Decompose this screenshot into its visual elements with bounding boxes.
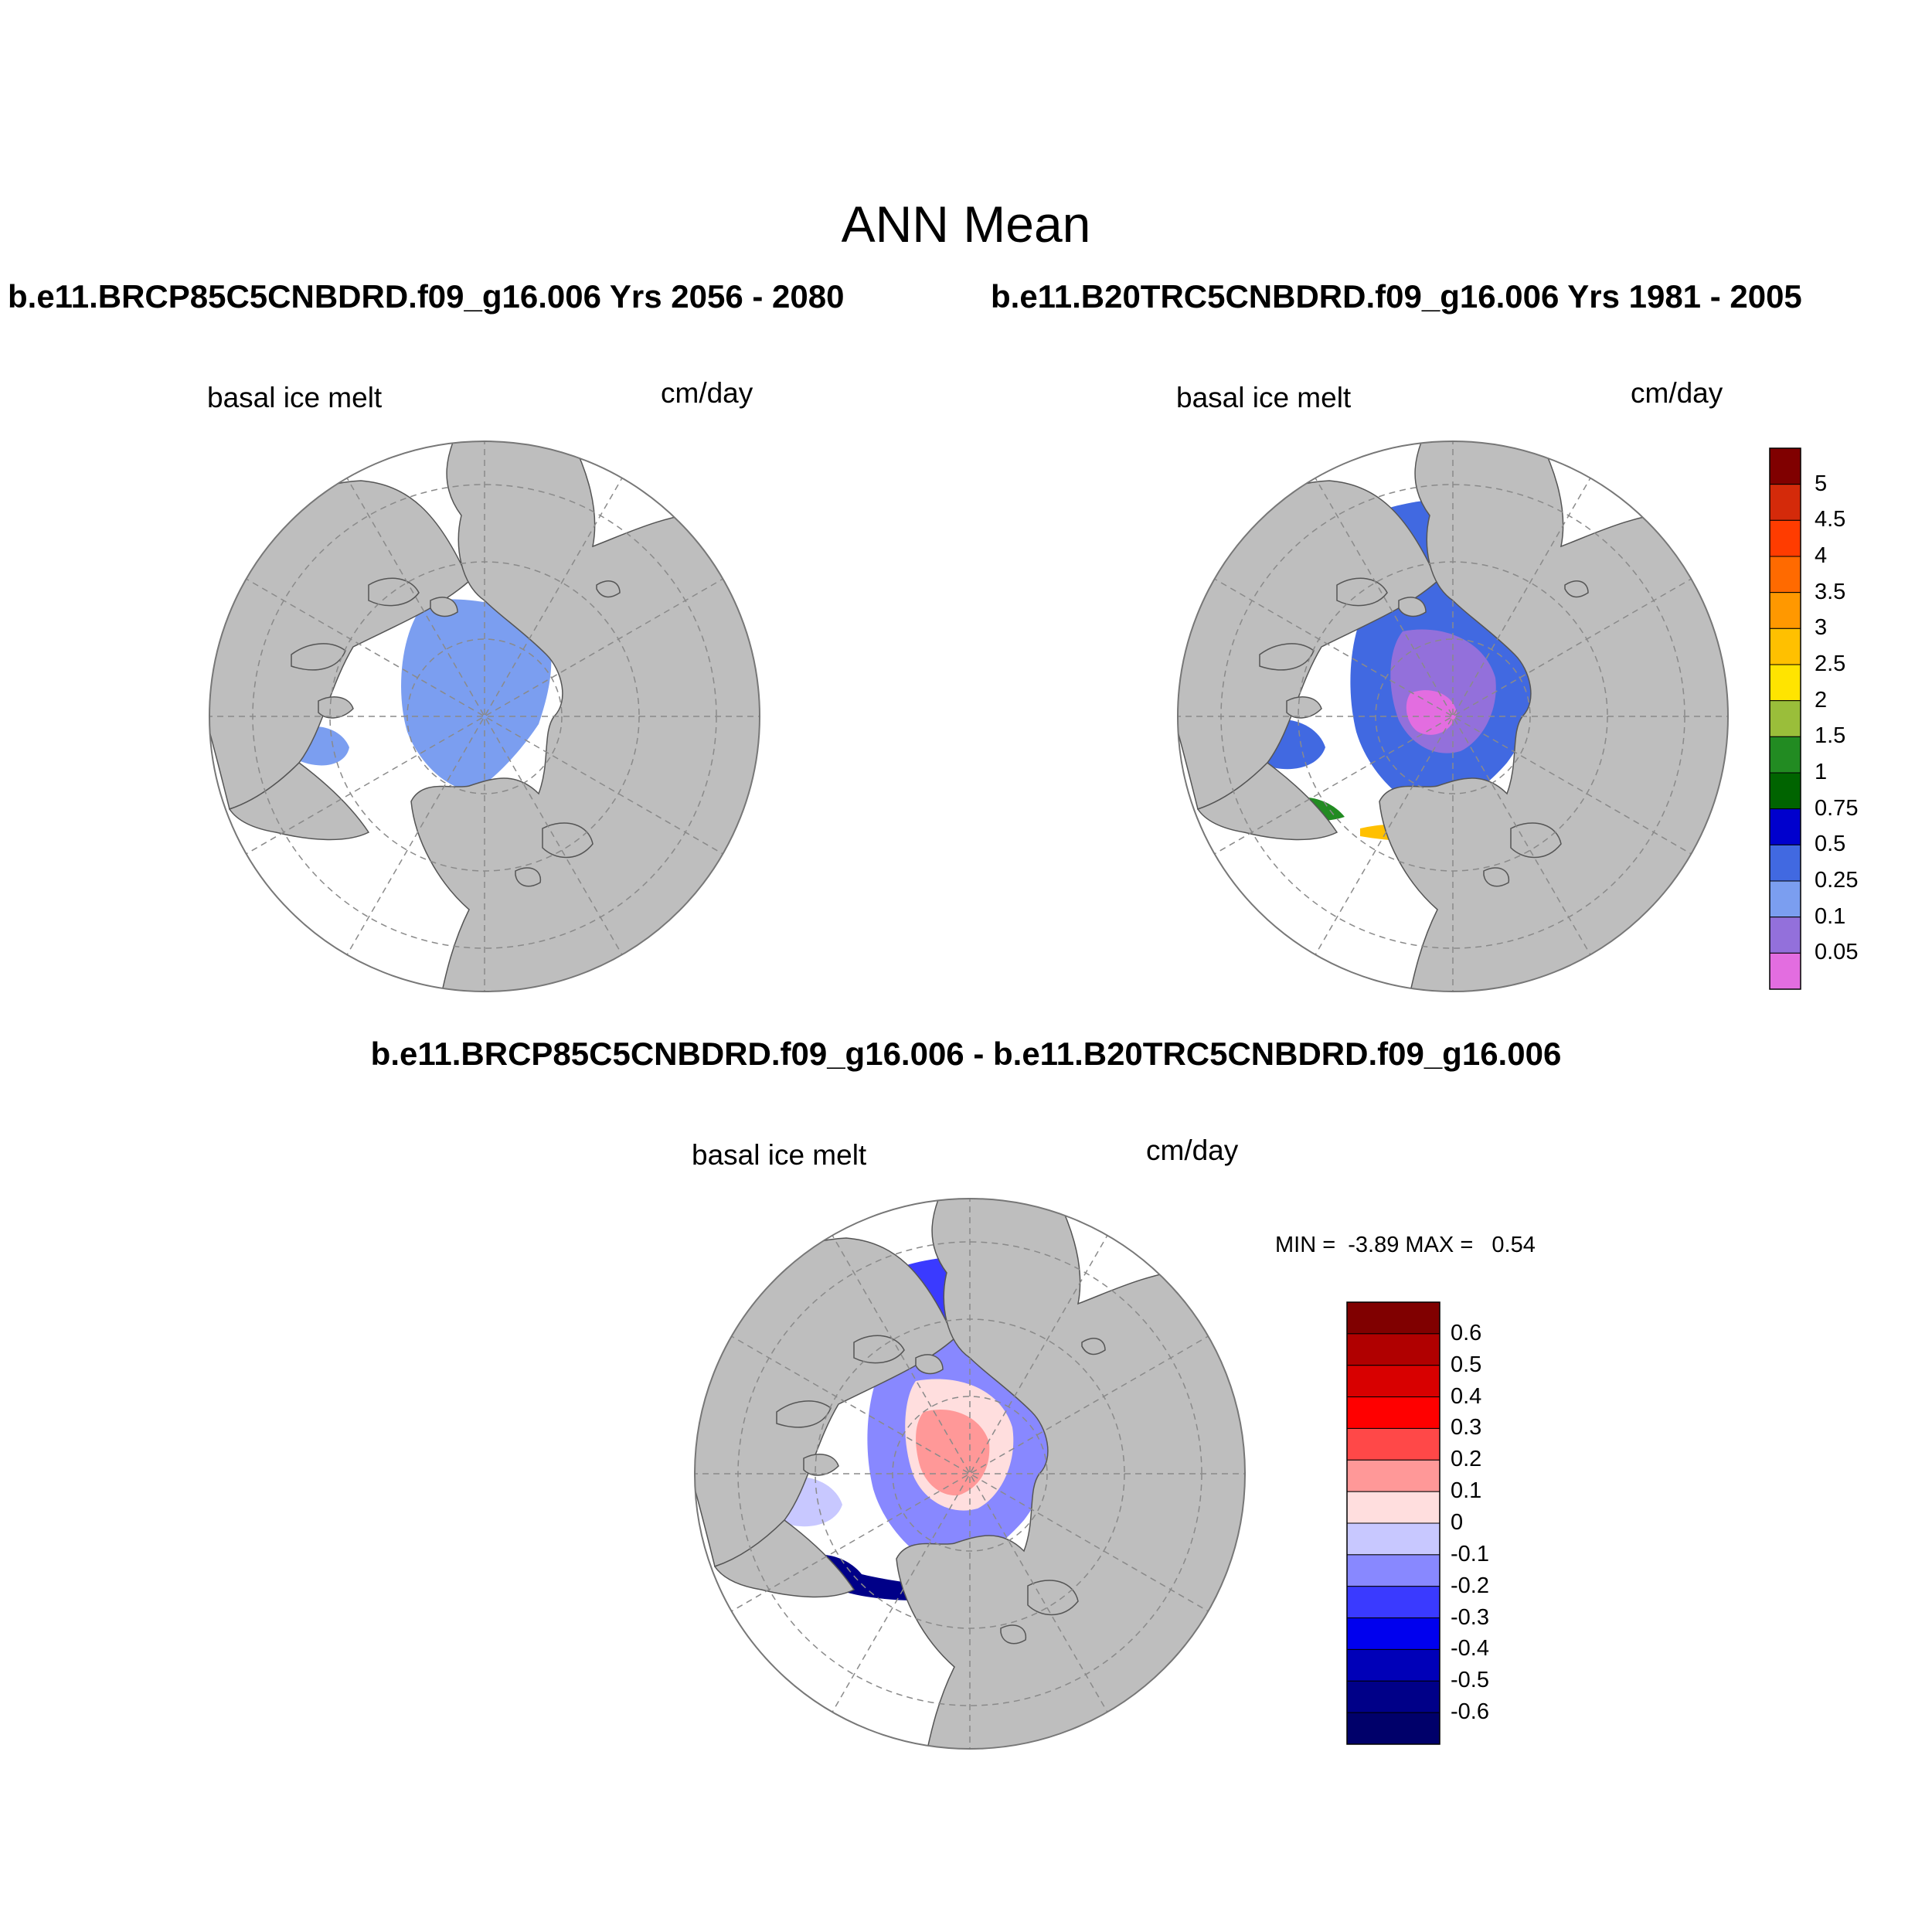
- colorbar-main-outline: [1769, 447, 1801, 990]
- colorbar-main-label: 0.25: [1815, 868, 1859, 893]
- colorbar-main-swatch: [1769, 880, 1801, 918]
- colorbar-difference-outline: [1346, 1301, 1440, 1745]
- colorbar-difference-swatch: [1346, 1301, 1440, 1335]
- colorbar-main-label: 1.5: [1815, 723, 1846, 749]
- colorbar-main-swatch: [1769, 484, 1801, 521]
- colorbar-main-label: 0.75: [1815, 795, 1859, 821]
- colorbar-main-label: 0.1: [1815, 903, 1846, 929]
- colorbar-main-label: 1: [1815, 760, 1828, 784]
- colorbar-main: [1769, 447, 1801, 990]
- figure-title: ANN Mean: [841, 196, 1091, 253]
- colorbar-main-swatch: [1769, 917, 1801, 954]
- difference-variable-label: basal ice melt: [692, 1139, 867, 1171]
- colorbar-difference-swatch: [1346, 1333, 1440, 1366]
- colorbar-main-swatch: [1769, 447, 1801, 485]
- difference-map: [694, 1198, 1246, 1750]
- colorbar-main-label: 0.05: [1815, 940, 1859, 965]
- panel-2-units-label: cm/day: [1631, 377, 1723, 409]
- colorbar-difference-swatch: [1346, 1712, 1440, 1745]
- panel-1-units-label: cm/day: [661, 377, 753, 409]
- panel-2-run-title: b.e11.B20TRC5CNBDRD.f09_g16.006 Yrs 1981…: [991, 278, 1802, 315]
- panel-1-map-border: [209, 440, 760, 992]
- colorbar-main-swatch: [1769, 519, 1801, 557]
- colorbar-difference-label: 0.1: [1451, 1478, 1482, 1504]
- colorbar-difference-swatch: [1346, 1459, 1440, 1492]
- colorbar-main-label: 4: [1815, 543, 1828, 568]
- colorbar-main-label: 2: [1815, 687, 1828, 713]
- colorbar-main-label: 3: [1815, 615, 1828, 641]
- colorbar-difference-label: -0.3: [1451, 1604, 1489, 1630]
- colorbar-main-swatch: [1769, 664, 1801, 702]
- colorbar-difference-swatch: [1346, 1617, 1440, 1650]
- colorbar-difference-swatch: [1346, 1680, 1440, 1713]
- colorbar-difference-label: 0.5: [1451, 1352, 1482, 1377]
- difference-map-border: [694, 1198, 1246, 1750]
- panel-2-map-border: [1177, 440, 1729, 992]
- colorbar-difference-swatch: [1346, 1648, 1440, 1682]
- colorbar-main-label: 2.5: [1815, 651, 1846, 676]
- panel-2-map: [1177, 440, 1729, 992]
- colorbar-difference-label: 0.4: [1451, 1383, 1482, 1409]
- colorbar-main-swatch: [1769, 808, 1801, 845]
- colorbar-difference-label: 0.2: [1451, 1447, 1482, 1472]
- colorbar-difference-swatch: [1346, 1522, 1440, 1556]
- colorbar-main-swatch: [1769, 952, 1801, 990]
- difference-units-label: cm/day: [1146, 1134, 1239, 1166]
- difference-min-max: MIN = -3.89 MAX = 0.54: [1275, 1233, 1536, 1257]
- colorbar-main-swatch: [1769, 556, 1801, 594]
- colorbar-difference-label: 0: [1451, 1510, 1464, 1535]
- colorbar-main-swatch: [1769, 772, 1801, 810]
- colorbar-main-swatch: [1769, 628, 1801, 665]
- colorbar-main-swatch: [1769, 700, 1801, 737]
- panel-2-variable-label: basal ice melt: [1176, 382, 1352, 413]
- panel-1-map: [209, 440, 760, 992]
- colorbar-difference-label: -0.5: [1451, 1668, 1489, 1693]
- colorbar-difference-label: 0.6: [1451, 1320, 1482, 1345]
- colorbar-difference-swatch: [1346, 1365, 1440, 1398]
- colorbar-main-swatch: [1769, 736, 1801, 774]
- colorbar-difference-label: -0.2: [1451, 1573, 1489, 1598]
- colorbar-main-label: 0.5: [1815, 832, 1846, 857]
- colorbar-difference: [1346, 1301, 1440, 1745]
- panel-1-run-title: b.e11.BRCP85C5CNBDRD.f09_g16.006 Yrs 205…: [8, 278, 845, 315]
- colorbar-main-label: 3.5: [1815, 579, 1846, 604]
- colorbar-main-swatch: [1769, 844, 1801, 882]
- colorbar-difference-label: -0.1: [1451, 1541, 1489, 1566]
- colorbar-difference-swatch: [1346, 1491, 1440, 1524]
- colorbar-difference-label: 0.3: [1451, 1415, 1482, 1440]
- colorbar-difference-label: -0.4: [1451, 1636, 1489, 1662]
- colorbar-difference-label: -0.6: [1451, 1699, 1489, 1725]
- colorbar-difference-swatch: [1346, 1554, 1440, 1587]
- colorbar-main-label: 5: [1815, 471, 1828, 496]
- panel-1-arctic-ice-melt: [401, 599, 552, 791]
- difference-run-title: b.e11.BRCP85C5CNBDRD.f09_g16.006 - b.e11…: [370, 1036, 1562, 1072]
- colorbar-difference-swatch: [1346, 1396, 1440, 1429]
- colorbar-main-label: 4.5: [1815, 507, 1846, 532]
- colorbar-difference-swatch: [1346, 1586, 1440, 1619]
- colorbar-difference-swatch: [1346, 1427, 1440, 1461]
- panel-1-variable-label: basal ice melt: [207, 382, 383, 413]
- colorbar-main-swatch: [1769, 592, 1801, 629]
